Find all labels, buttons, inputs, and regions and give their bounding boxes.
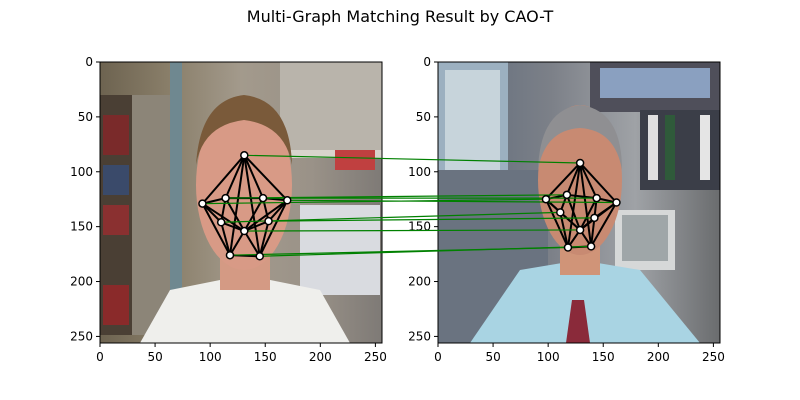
right-graph-edge <box>579 197 598 231</box>
right-ytick-label: 50 <box>416 110 431 124</box>
right-graph-nodes <box>541 158 621 252</box>
left-graph-node <box>255 252 264 261</box>
right-graph-edge <box>579 162 593 247</box>
left-graph-node <box>264 216 273 226</box>
right-graph-edge <box>590 202 618 247</box>
left-graph-node <box>258 193 268 203</box>
right-axes-frame <box>437 61 721 344</box>
left-xtick-label: 150 <box>254 350 277 364</box>
right-xtick-label: 250 <box>702 350 725 364</box>
left-graph-edge <box>258 199 289 257</box>
left-xtick-label: 0 <box>96 350 104 364</box>
match-line <box>287 199 617 204</box>
left-ytick-label: 200 <box>70 275 93 289</box>
left-graph-edge <box>229 230 246 256</box>
left-graph-node <box>198 199 207 208</box>
right-graph-node <box>575 225 585 235</box>
left-graph-edge <box>243 230 261 257</box>
left-graph-edge <box>243 199 288 232</box>
right-graph-edge <box>559 211 581 231</box>
right-ytick-label: 150 <box>408 220 431 234</box>
left-graph-edge <box>224 154 246 199</box>
right-ytick-label: 200 <box>408 275 431 289</box>
left-graph-edge <box>243 154 264 199</box>
right-graph-edge <box>545 198 569 248</box>
figure-title: Multi-Graph Matching Result by CAO-T <box>247 7 554 26</box>
left-xtick-label: 250 <box>364 350 387 364</box>
right-ytick-label: 100 <box>408 165 431 179</box>
left-graph-nodes <box>198 151 292 261</box>
right-xtick-label: 100 <box>537 350 560 364</box>
right-graph-node <box>592 193 601 203</box>
right-face-photo <box>438 62 720 343</box>
match-line <box>268 217 595 222</box>
right-graph-node <box>556 208 565 217</box>
right-graph-edge <box>579 162 618 204</box>
left-graph-edges <box>201 154 289 258</box>
left-graph-edge <box>243 155 261 257</box>
right-graph-node <box>562 190 572 200</box>
right-xtick-label: 50 <box>485 350 500 364</box>
left-ytick-label: 250 <box>70 329 93 343</box>
left-graph-node <box>221 193 230 203</box>
right-graph-node <box>612 198 621 207</box>
right-ytick-label: 0 <box>423 55 431 69</box>
left-ytick-label: 100 <box>70 165 93 179</box>
left-graph-edge <box>201 154 246 205</box>
left-xtick-label: 100 <box>199 350 222 364</box>
left-graph-edge <box>258 220 270 257</box>
left-ytick-label: 0 <box>85 55 93 69</box>
left-graph-edge <box>201 203 231 256</box>
left-face-photo <box>100 62 382 343</box>
left-xtick-label: 50 <box>147 350 162 364</box>
left-ytick-label: 150 <box>70 220 93 234</box>
left-graph-node <box>283 196 292 205</box>
left-graph-edge <box>201 202 245 232</box>
right-graph-node <box>586 242 596 251</box>
left-graph-node <box>240 226 249 236</box>
right-graph-node <box>541 194 551 204</box>
right-graph-edge <box>566 162 582 248</box>
right-xtick-label: 200 <box>647 350 670 364</box>
match-line <box>244 229 581 232</box>
match-line <box>259 245 592 257</box>
right-xtick-label: 150 <box>592 350 615 364</box>
left-graph-node <box>240 151 249 160</box>
right-graph-edge <box>565 194 582 231</box>
left-xtick-label: 200 <box>309 350 332 364</box>
right-graph-node <box>590 213 599 223</box>
left-graph-edge <box>228 155 246 256</box>
left-graph-edge <box>267 199 289 222</box>
left-graph-edge <box>220 221 231 256</box>
right-graph-edge <box>565 162 582 196</box>
right-ytick-label: 250 <box>408 329 431 343</box>
right-xtick-label: 0 <box>434 350 442 364</box>
left-axes-frame <box>99 61 383 344</box>
right-graph-node <box>563 243 573 252</box>
right-graph-edge <box>590 217 596 247</box>
left-graph-edge <box>243 154 288 201</box>
right-graph-edge <box>579 162 598 199</box>
left-graph-edge <box>243 197 264 232</box>
right-graph-edge <box>545 162 581 200</box>
match-line <box>244 154 581 164</box>
left-graph-edge <box>243 220 269 232</box>
left-ytick-label: 50 <box>78 110 93 124</box>
left-graph-node <box>225 250 235 260</box>
right-graph-node <box>575 158 585 168</box>
match-lines <box>202 154 617 257</box>
left-graph-node <box>216 218 226 227</box>
